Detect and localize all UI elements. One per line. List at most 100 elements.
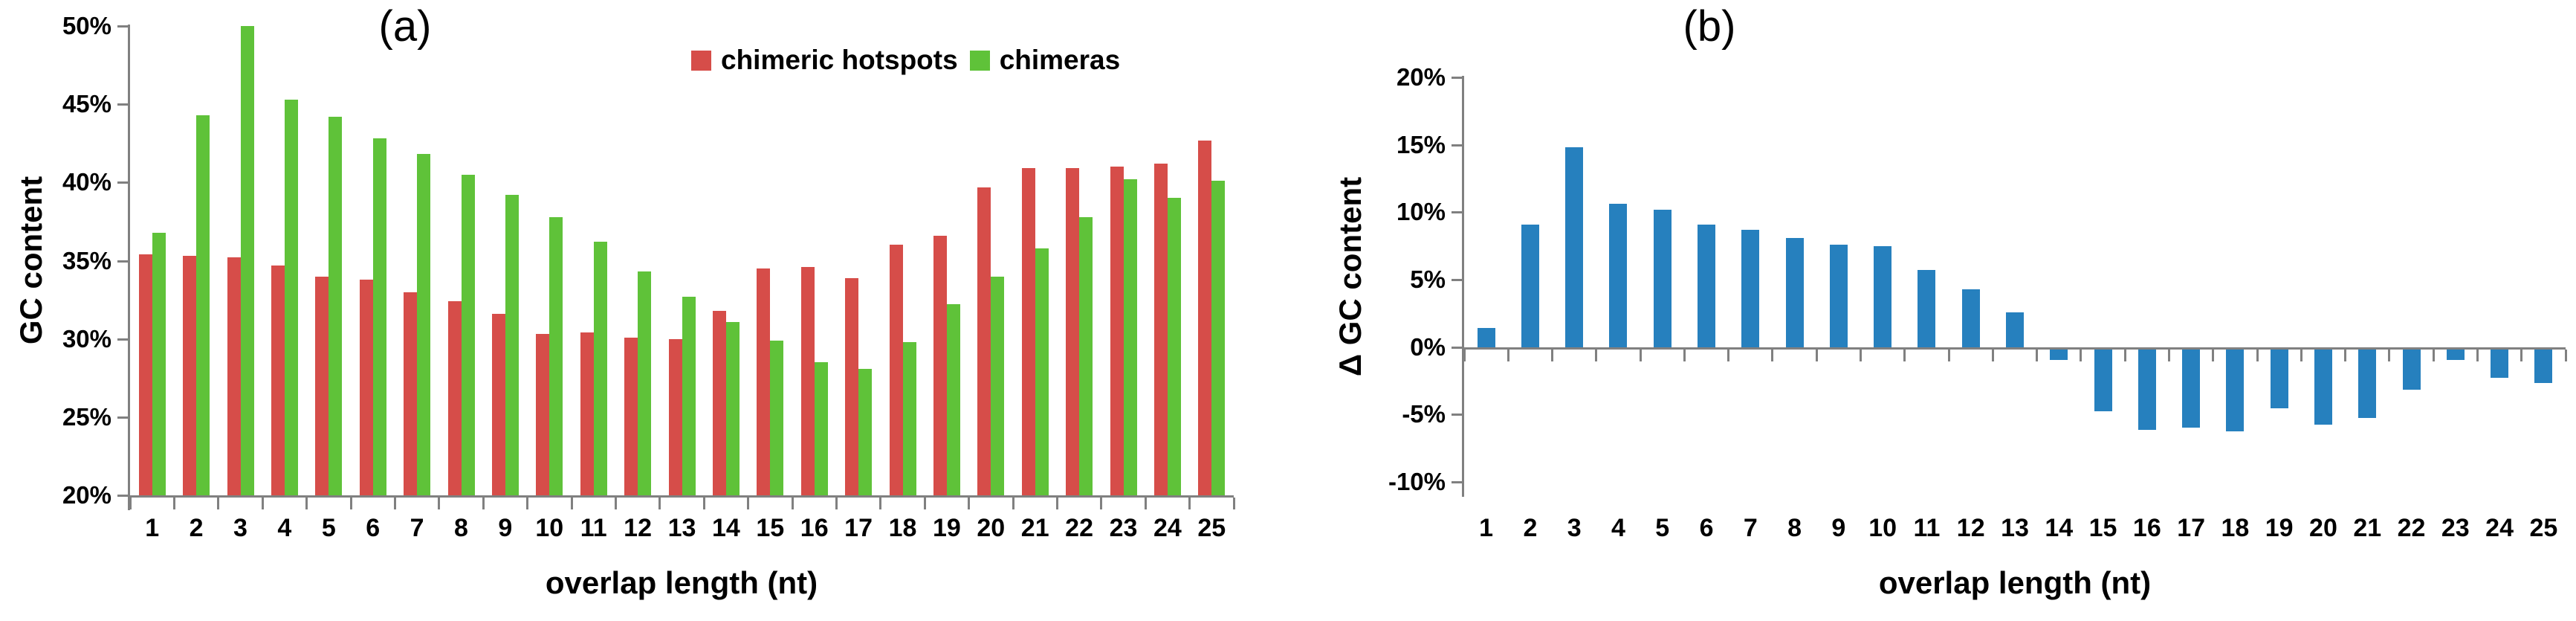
bar-chimeric-hotspots-7 <box>404 292 418 495</box>
x-tick <box>614 498 617 509</box>
bar-chimeras-22 <box>1079 216 1093 495</box>
y-tick <box>1452 77 1462 79</box>
bar-chimeric-hotspots-16 <box>800 266 815 495</box>
x-tick-label: 22 <box>2397 514 2426 542</box>
bar-gc-content-6 <box>1698 224 1716 347</box>
bar-gc-content-9 <box>1829 244 1848 347</box>
x-tick <box>2300 349 2302 361</box>
y-axis-line <box>1462 76 1464 497</box>
x-tick-label: 15 <box>2088 514 2117 542</box>
bar-chimeras-2 <box>196 115 210 495</box>
x-tick <box>2344 349 2347 361</box>
panel-b-x-axis-title: overlap length (nt) <box>1878 565 2152 600</box>
x-tick-label: 13 <box>2001 514 2029 542</box>
x-tick-label: 2 <box>1523 514 1538 542</box>
x-tick <box>526 498 529 509</box>
x-tick <box>129 498 132 509</box>
bar-gc-content-5 <box>1653 209 1672 347</box>
panel-b-label: (b) <box>1683 2 1736 51</box>
bar-gc-content-22 <box>2402 349 2421 390</box>
y-tick <box>117 103 128 106</box>
bar-chimeric-hotspots-12 <box>624 337 638 495</box>
bar-chimeric-hotspots-25 <box>1198 140 1212 495</box>
panel-a-x-axis-title: overlap length (nt) <box>545 565 818 600</box>
bar-chimeras-21 <box>1035 248 1049 495</box>
bar-chimeric-hotspots-15 <box>757 268 771 495</box>
legend-label-chimeric-hotspots: chimeric hotspots <box>721 45 958 75</box>
x-tick-label: 18 <box>888 514 917 542</box>
x-tick <box>1144 498 1147 509</box>
x-tick <box>570 498 573 509</box>
bar-gc-content-20 <box>2314 349 2332 425</box>
chimeras-swatch <box>969 50 990 71</box>
bar-chimeras-1 <box>152 232 166 495</box>
x-tick-label: 10 <box>1868 514 1897 542</box>
bar-chimeric-hotspots-24 <box>1153 164 1168 495</box>
x-tick <box>1595 349 1598 361</box>
bar-gc-content-16 <box>2138 349 2156 431</box>
x-tick-label: 22 <box>1065 514 1093 542</box>
x-tick-label: 13 <box>667 514 696 542</box>
x-tick-label: 18 <box>2221 514 2250 542</box>
x-tick-label: 14 <box>2045 514 2074 542</box>
y-tick <box>117 260 128 263</box>
bar-gc-content-2 <box>1521 224 1539 347</box>
bar-chimeric-hotspots-19 <box>933 235 947 495</box>
bar-chimeras-8 <box>461 174 475 495</box>
x-tick-label: 6 <box>366 514 381 542</box>
x-tick-label: 24 <box>2485 514 2514 542</box>
y-tick-label: 40% <box>62 168 111 196</box>
bar-chimeras-15 <box>770 340 784 495</box>
x-tick-label: 14 <box>711 514 740 542</box>
x-tick-label: 7 <box>410 514 424 542</box>
x-tick <box>1727 349 1730 361</box>
x-tick <box>1463 349 1466 361</box>
bar-gc-content-19 <box>2270 349 2288 409</box>
x-tick-label: 8 <box>1787 514 1802 542</box>
bar-chimeras-24 <box>1167 198 1181 495</box>
x-tick <box>2476 349 2479 361</box>
x-tick-label: 3 <box>233 514 247 542</box>
x-tick <box>1947 349 1950 361</box>
y-tick-label: 45% <box>62 90 111 118</box>
chimeric-hotspots-swatch <box>691 50 711 71</box>
x-tick-label: 17 <box>844 514 873 542</box>
x-tick-label: 15 <box>756 514 785 542</box>
x-tick <box>438 498 441 509</box>
x-tick <box>1991 349 1994 361</box>
x-tick <box>2520 349 2523 361</box>
y-tick <box>1452 144 1462 147</box>
bar-gc-content-25 <box>2534 349 2553 383</box>
y-tick-label: 5% <box>1410 266 1446 293</box>
bar-gc-content-13 <box>2006 312 2024 347</box>
x-tick-label: 21 <box>2353 514 2382 542</box>
bar-chimeras-12 <box>638 271 652 495</box>
x-tick-label: 5 <box>1655 514 1670 542</box>
x-tick <box>879 498 882 509</box>
x-tick <box>2080 349 2083 361</box>
x-tick-label: 12 <box>624 514 652 542</box>
bar-chimeric-hotspots-22 <box>1066 168 1080 495</box>
x-tick <box>1100 498 1103 509</box>
bar-chimeric-hotspots-6 <box>359 279 373 495</box>
x-tick-label: 20 <box>977 514 1006 542</box>
x-tick-label: 24 <box>1153 514 1182 542</box>
y-tick <box>1452 414 1462 416</box>
x-tick <box>349 498 352 509</box>
bar-chimeric-hotspots-8 <box>447 301 462 495</box>
y-tick <box>117 338 128 341</box>
x-tick <box>2212 349 2215 361</box>
x-axis-line <box>128 495 1234 498</box>
x-tick-label: 6 <box>1699 514 1714 542</box>
x-tick-label: 9 <box>1831 514 1846 542</box>
x-tick-label: 25 <box>2529 514 2558 542</box>
legend: chimeric hotspots chimeras <box>691 45 1120 76</box>
bar-gc-content-1 <box>1477 328 1495 347</box>
x-tick <box>2167 349 2170 361</box>
y-tick-label: 10% <box>1396 198 1446 226</box>
x-tick <box>482 498 485 509</box>
x-tick <box>658 498 661 509</box>
x-tick-label: 11 <box>1913 514 1941 542</box>
y-tick <box>1452 346 1462 349</box>
x-tick-label: 16 <box>800 514 829 542</box>
